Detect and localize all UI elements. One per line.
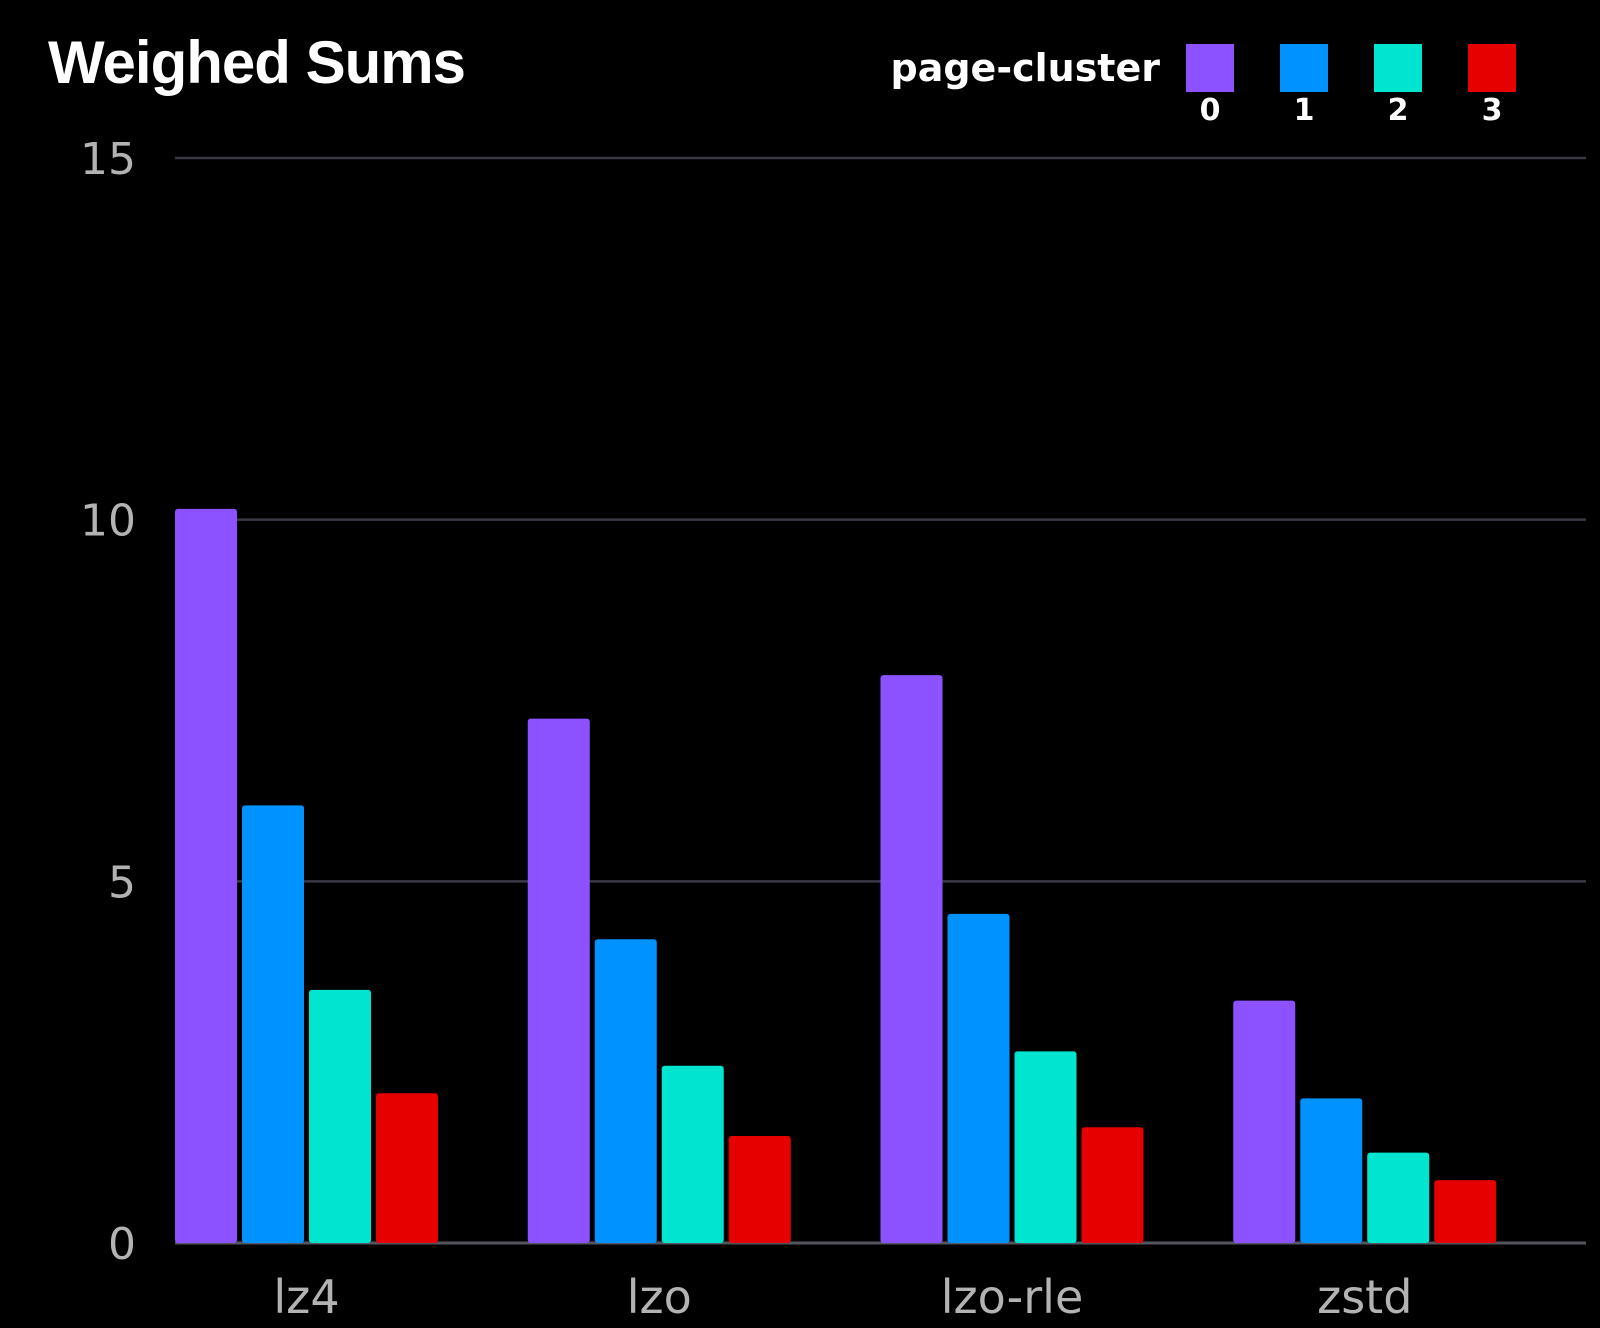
legend-item-3[interactable]: 3	[1468, 44, 1516, 128]
bar-zstd-series-3[interactable]	[1434, 1180, 1497, 1243]
x-category-label: lzo	[627, 1270, 692, 1324]
legend-label-3: 3	[1481, 93, 1503, 128]
chart-title: Weighed Sums	[48, 29, 466, 96]
x-category-label: lzo-rle	[941, 1270, 1084, 1324]
legend-swatch-2	[1374, 44, 1422, 92]
bar-lzo-series-3[interactable]	[728, 1135, 791, 1243]
bar-lzo-series-0[interactable]	[527, 718, 590, 1243]
legend-swatch-3	[1468, 44, 1516, 92]
tick-layer: 0 5 10 15	[80, 134, 136, 1270]
bar-lz4-series-3[interactable]	[376, 1093, 438, 1243]
bar-zstd-series-2[interactable]	[1367, 1152, 1430, 1243]
bar-lz4-series-0[interactable]	[175, 508, 237, 1244]
bar-lzo-rle-series-2[interactable]	[1014, 1051, 1077, 1243]
bar-lzo-rle-series-3[interactable]	[1081, 1127, 1144, 1243]
bar-zstd-series-0[interactable]	[1233, 1000, 1296, 1243]
y-tick-label: 15	[80, 134, 136, 185]
bar-lzo-rle-series-1[interactable]	[947, 913, 1010, 1243]
legend-label-0: 0	[1199, 93, 1221, 128]
legend-title: page-cluster	[890, 46, 1161, 90]
bar-layer	[175, 508, 1497, 1244]
y-tick-label: 10	[80, 496, 136, 547]
legend-item-0[interactable]: 0	[1186, 44, 1234, 128]
legend: 0 1 2 3	[1186, 44, 1516, 128]
legend-item-1[interactable]: 1	[1280, 44, 1328, 128]
x-category-label: lz4	[273, 1270, 339, 1324]
bar-lzo-series-1[interactable]	[594, 939, 657, 1243]
legend-swatch-1	[1280, 44, 1328, 92]
bar-lz4-series-2[interactable]	[309, 989, 371, 1243]
bar-lzo-series-2[interactable]	[661, 1065, 724, 1243]
y-tick-label: 0	[108, 1219, 136, 1270]
bar-zstd-series-1[interactable]	[1300, 1098, 1363, 1243]
x-category-label: zstd	[1317, 1270, 1412, 1324]
bar-lzo-rle-series-0[interactable]	[880, 675, 943, 1243]
legend-label-1: 1	[1293, 93, 1315, 128]
category-layer: lz4 lzo lzo-rle zstd	[273, 1270, 1412, 1324]
y-tick-label: 5	[108, 857, 136, 908]
legend-label-2: 2	[1387, 93, 1409, 128]
legend-item-2[interactable]: 2	[1374, 44, 1422, 128]
bar-lz4-series-1[interactable]	[242, 805, 304, 1243]
legend-swatch-0	[1186, 44, 1234, 92]
